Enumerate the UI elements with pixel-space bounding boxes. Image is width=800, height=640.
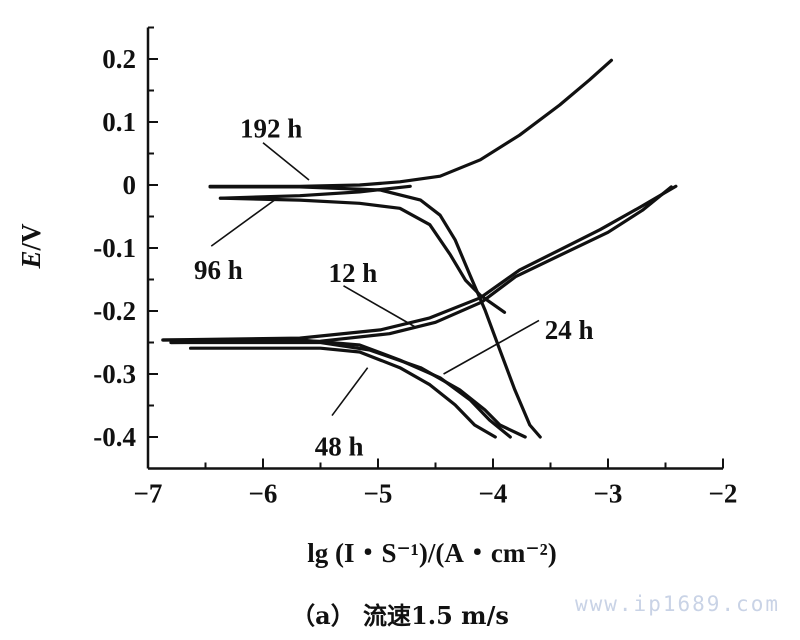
annotation-leader-line <box>262 142 310 181</box>
x-axis-label: lg (I・S⁻¹)/(A・cm⁻²) <box>307 538 556 568</box>
x-tick-label: −5 <box>364 479 393 509</box>
y-tick-label: -0.4 <box>93 422 136 452</box>
x-tick-label: −3 <box>594 479 623 509</box>
curve-24h-branch-0 <box>169 185 673 345</box>
annotation-label: 192 h <box>240 113 302 143</box>
y-tick-label: -0.2 <box>93 296 136 326</box>
figure-caption: （a） 流速1.5 m/s <box>291 601 509 630</box>
annotation-label: 24 h <box>545 315 594 345</box>
x-tick-label: −6 <box>249 479 278 509</box>
curve-192h-branch-1 <box>208 185 542 439</box>
y-tick-label: 0 <box>123 170 137 200</box>
annotation-label: 96 h <box>194 255 243 285</box>
y-tick-label: -0.1 <box>93 233 136 263</box>
annotation-leader-line <box>331 367 369 417</box>
watermark: www.ip1689.com <box>574 592 780 616</box>
y-tick-label: 0.2 <box>102 44 136 74</box>
y-tick-label: -0.3 <box>93 359 136 389</box>
curve-24h-branch-1 <box>169 340 527 439</box>
curve-12h-branch-0 <box>161 184 678 342</box>
curve-96h-branch-1 <box>218 196 507 314</box>
annotation-leader-line <box>343 285 417 329</box>
y-tick-label: 0.1 <box>102 107 136 137</box>
curve-96h-branch-0 <box>218 184 412 200</box>
curves <box>161 58 678 439</box>
annotation-leader-line <box>443 319 540 375</box>
y-axis-label: E/V <box>16 223 46 270</box>
x-tick-label: −4 <box>479 479 508 509</box>
x-tick-label: −7 <box>134 479 163 509</box>
axes: −7 −6 −5 −4 −3 −2 0.2 0.1 0 -0.1 -0.2 -0.3 -0.4 <box>93 26 738 509</box>
curve-192h-branch-0 <box>208 58 613 188</box>
polarization-chart: −7 −6 −5 −4 −3 −2 0.2 0.1 0 -0.1 -0.2 -0.3 -0.4 192 … <box>16 26 738 568</box>
annotations: 192 h 96 h 12 h 24 h 48 h <box>194 113 594 461</box>
annotation-label: 48 h <box>315 431 364 461</box>
annotation-leader-line <box>210 199 275 247</box>
x-tick-label: −2 <box>709 479 738 509</box>
curve-48h-branch-0 <box>189 346 497 439</box>
annotation-label: 12 h <box>329 258 378 288</box>
